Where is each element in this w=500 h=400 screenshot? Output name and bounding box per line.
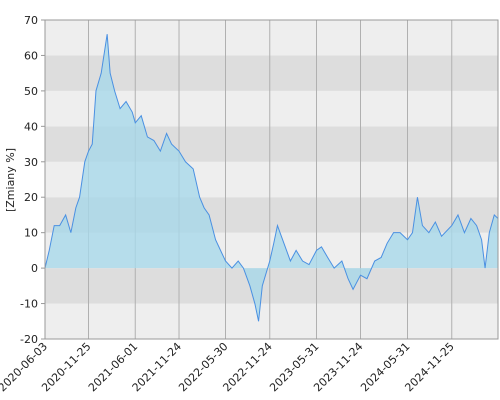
band xyxy=(45,20,498,56)
band xyxy=(45,303,498,339)
y-tick-label: 10 xyxy=(24,227,38,240)
y-tick-label: 40 xyxy=(24,120,38,133)
y-axis-label: [Zmiany %] xyxy=(4,148,17,212)
band xyxy=(45,268,498,304)
y-tick-label: 70 xyxy=(24,14,38,27)
y-tick-label: -20 xyxy=(20,333,38,346)
y-tick-label: 20 xyxy=(24,191,38,204)
y-tick-label: -10 xyxy=(20,298,38,311)
y-tick-label: 0 xyxy=(31,262,38,275)
line xyxy=(44,34,499,322)
y-tick-label: 30 xyxy=(24,156,38,169)
y-tick-label: 50 xyxy=(24,85,38,98)
plot-border xyxy=(44,19,499,340)
band xyxy=(45,55,498,91)
y-tick-label: 60 xyxy=(24,49,38,62)
